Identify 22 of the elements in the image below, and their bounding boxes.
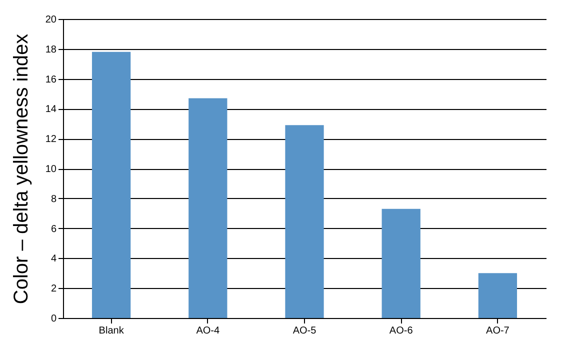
bar xyxy=(478,273,518,318)
y-tick-label: 4 xyxy=(50,254,57,265)
x-tick-label: AO-5 xyxy=(292,326,317,336)
y-tick-label: 14 xyxy=(45,104,57,116)
y-tick-label: 6 xyxy=(50,224,57,235)
y-tick-label: 18 xyxy=(45,44,57,56)
x-tick-label: AO-4 xyxy=(196,326,220,336)
y-tick-label: 2 xyxy=(50,284,57,295)
bar xyxy=(188,98,228,318)
x-tick-label: Blank xyxy=(98,326,125,336)
y-tick-label: 20 xyxy=(45,14,57,26)
y-tick-label: 0 xyxy=(50,314,57,324)
bar xyxy=(285,125,324,318)
bar xyxy=(382,208,420,318)
x-tick-label: AO-6 xyxy=(389,326,414,336)
y-tick-label: 8 xyxy=(50,194,57,205)
x-tick-label: AO-7 xyxy=(486,326,510,336)
bar xyxy=(92,52,131,318)
y-axis-title: Color – delta yellowness index xyxy=(10,34,32,304)
y-tick-label: 16 xyxy=(45,74,57,86)
y-tick-label: 12 xyxy=(45,134,57,146)
y-tick-label: 10 xyxy=(45,164,57,175)
